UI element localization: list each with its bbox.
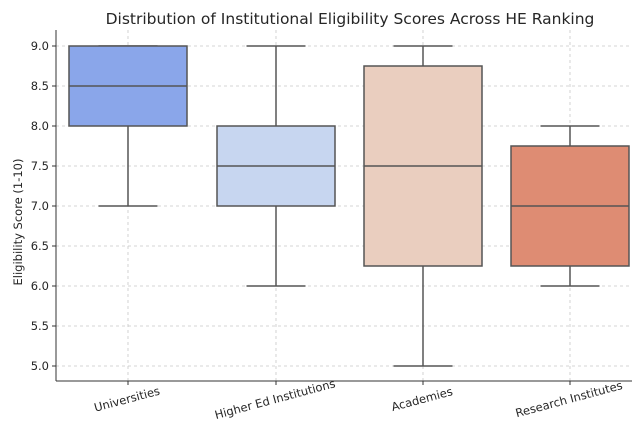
x-tick-label: Academies <box>390 384 454 414</box>
boxes-group <box>68 45 630 367</box>
y-axis-ticks: 5.0 5.5 6.0 6.5 7.0 7.5 8.0 8.5 9.0 <box>31 39 56 373</box>
x-tick-label: Higher Ed Institutions <box>213 376 337 422</box>
y-tick-label: 9.0 <box>31 39 49 53</box>
box-academies <box>363 45 483 367</box>
box-research-institutes <box>510 125 630 287</box>
y-tick-label: 5.5 <box>31 319 49 333</box>
x-tick-label: Universities <box>93 384 162 415</box>
box-universities <box>68 45 188 207</box>
y-tick-label: 8.0 <box>31 119 49 133</box>
box-higher-ed-institutions <box>216 45 336 287</box>
y-tick-label: 7.5 <box>31 159 49 173</box>
y-tick-label: 6.0 <box>31 279 49 293</box>
y-tick-label: 8.5 <box>31 79 49 93</box>
chart-title: Distribution of Institutional Eligibilit… <box>106 10 595 28</box>
x-tick-label: Research Institutes <box>514 378 624 420</box>
y-axis-label: Eligibility Score (1-10) <box>11 159 25 286</box>
x-axis-ticks: Universities Higher Ed Institutions Academ… <box>93 376 624 422</box>
y-tick-label: 5.0 <box>31 359 49 373</box>
y-tick-label: 7.0 <box>31 199 49 213</box>
y-tick-label: 6.5 <box>31 239 49 253</box>
